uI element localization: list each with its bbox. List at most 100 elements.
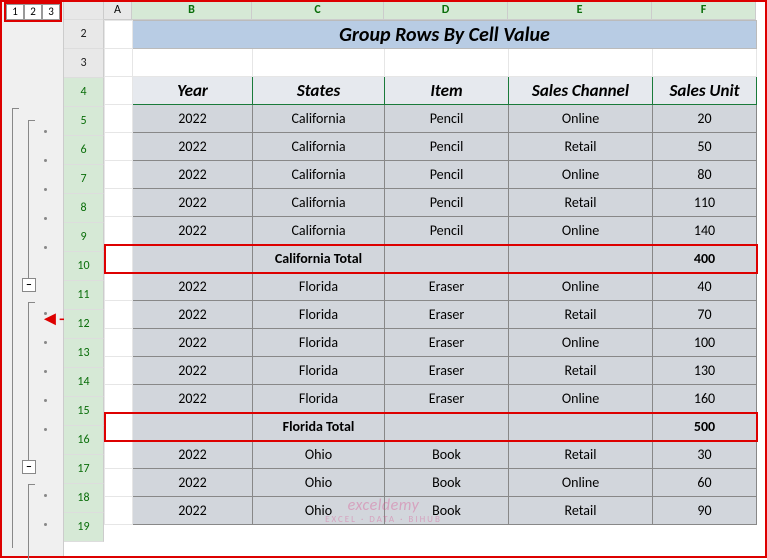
cell-item[interactable]: Eraser bbox=[385, 329, 509, 357]
col-header-B[interactable]: B bbox=[132, 2, 252, 20]
cell-channel[interactable]: Online bbox=[509, 217, 653, 245]
cell-year[interactable]: 2022 bbox=[133, 105, 253, 133]
cell[interactable] bbox=[133, 49, 253, 77]
cell-channel[interactable]: Online bbox=[509, 273, 653, 301]
row-number[interactable]: 5 bbox=[64, 107, 104, 136]
cell[interactable] bbox=[105, 301, 133, 329]
title-cell[interactable]: Group Rows By Cell Value bbox=[133, 21, 757, 49]
cell[interactable] bbox=[385, 49, 509, 77]
cell[interactable] bbox=[105, 413, 133, 441]
cell-item[interactable]: Eraser bbox=[385, 357, 509, 385]
cell[interactable] bbox=[105, 133, 133, 161]
outline-level-3[interactable]: 3 bbox=[42, 4, 60, 20]
cell-unit[interactable]: 160 bbox=[653, 385, 757, 413]
cell-channel[interactable]: Online bbox=[509, 469, 653, 497]
cell-state[interactable]: Ohio bbox=[253, 441, 385, 469]
row-number[interactable]: 10 bbox=[64, 252, 104, 281]
cell[interactable] bbox=[105, 217, 133, 245]
cell-unit[interactable]: 70 bbox=[653, 301, 757, 329]
outline-level-1[interactable]: 1 bbox=[6, 4, 24, 20]
cell-year[interactable]: 2022 bbox=[133, 441, 253, 469]
row-number[interactable]: 8 bbox=[64, 194, 104, 223]
cell[interactable] bbox=[105, 245, 133, 273]
row-number[interactable]: 19 bbox=[64, 513, 104, 542]
cell-item[interactable]: Eraser bbox=[385, 385, 509, 413]
row-number[interactable]: 14 bbox=[64, 368, 104, 397]
cell[interactable] bbox=[133, 245, 253, 273]
cell-channel[interactable]: Online bbox=[509, 385, 653, 413]
cell[interactable] bbox=[105, 77, 133, 105]
cell-unit[interactable]: 30 bbox=[653, 441, 757, 469]
header-unit[interactable]: Sales Unit bbox=[653, 77, 757, 105]
cell-state[interactable]: Florida bbox=[253, 385, 385, 413]
cell-year[interactable]: 2022 bbox=[133, 189, 253, 217]
cell[interactable] bbox=[509, 245, 653, 273]
cell-channel[interactable]: Online bbox=[509, 105, 653, 133]
cell-state[interactable]: Florida bbox=[253, 357, 385, 385]
cell[interactable] bbox=[105, 329, 133, 357]
cell-item[interactable]: Pencil bbox=[385, 105, 509, 133]
row-number[interactable]: 2 bbox=[64, 20, 104, 49]
cell-state[interactable]: Florida bbox=[253, 273, 385, 301]
cell-channel[interactable]: Retail bbox=[509, 301, 653, 329]
cell-unit[interactable]: 80 bbox=[653, 161, 757, 189]
cell-year[interactable]: 2022 bbox=[133, 329, 253, 357]
collapse-btn-group2[interactable]: − bbox=[22, 460, 36, 474]
col-header-F[interactable]: F bbox=[652, 2, 756, 20]
cell-channel[interactable]: Retail bbox=[509, 441, 653, 469]
cell[interactable] bbox=[385, 413, 509, 441]
cell-state[interactable]: California bbox=[253, 133, 385, 161]
header-item[interactable]: Item bbox=[385, 77, 509, 105]
cell[interactable] bbox=[105, 497, 133, 525]
total-unit[interactable]: 400 bbox=[653, 245, 757, 273]
cell-channel[interactable]: Retail bbox=[509, 133, 653, 161]
cell[interactable] bbox=[509, 413, 653, 441]
cell-unit[interactable]: 40 bbox=[653, 273, 757, 301]
cell-state[interactable]: Ohio bbox=[253, 469, 385, 497]
cell-year[interactable]: 2022 bbox=[133, 133, 253, 161]
cell-unit[interactable]: 20 bbox=[653, 105, 757, 133]
outline-level-2[interactable]: 2 bbox=[24, 4, 42, 20]
cell[interactable] bbox=[653, 49, 757, 77]
cell-channel[interactable]: Retail bbox=[509, 357, 653, 385]
cell-item[interactable]: Eraser bbox=[385, 301, 509, 329]
cell-year[interactable]: 2022 bbox=[133, 273, 253, 301]
cell-unit[interactable]: 130 bbox=[653, 357, 757, 385]
cell-state[interactable]: California bbox=[253, 189, 385, 217]
cell[interactable] bbox=[105, 49, 133, 77]
cell[interactable] bbox=[253, 49, 385, 77]
cell[interactable] bbox=[385, 245, 509, 273]
cell[interactable] bbox=[105, 385, 133, 413]
cell[interactable] bbox=[105, 469, 133, 497]
cell-item[interactable]: Pencil bbox=[385, 161, 509, 189]
cell[interactable] bbox=[105, 357, 133, 385]
cell-year[interactable]: 2022 bbox=[133, 497, 253, 525]
cell[interactable] bbox=[105, 161, 133, 189]
cell[interactable] bbox=[105, 273, 133, 301]
cell-item[interactable]: Pencil bbox=[385, 217, 509, 245]
cell-state[interactable]: Florida bbox=[253, 301, 385, 329]
cell-channel[interactable]: Retail bbox=[509, 497, 653, 525]
cell[interactable] bbox=[105, 441, 133, 469]
row-number[interactable]: 12 bbox=[64, 310, 104, 339]
cell-channel[interactable]: Retail bbox=[509, 189, 653, 217]
header-channel[interactable]: Sales Channel bbox=[509, 77, 653, 105]
cell[interactable] bbox=[509, 49, 653, 77]
cell-unit[interactable]: 90 bbox=[653, 497, 757, 525]
col-header-C[interactable]: C bbox=[252, 2, 384, 20]
cell-year[interactable]: 2022 bbox=[133, 301, 253, 329]
row-number[interactable]: 18 bbox=[64, 484, 104, 513]
header-states[interactable]: States bbox=[253, 77, 385, 105]
cell-year[interactable]: 2022 bbox=[133, 469, 253, 497]
cell-unit[interactable]: 60 bbox=[653, 469, 757, 497]
cell-unit[interactable]: 100 bbox=[653, 329, 757, 357]
cell-unit[interactable]: 110 bbox=[653, 189, 757, 217]
row-number[interactable]: 6 bbox=[64, 136, 104, 165]
cell-state[interactable]: Florida bbox=[253, 329, 385, 357]
cell-year[interactable]: 2022 bbox=[133, 357, 253, 385]
col-header-A[interactable]: A bbox=[104, 2, 132, 20]
row-number[interactable]: 7 bbox=[64, 165, 104, 194]
cell-item[interactable]: Eraser bbox=[385, 273, 509, 301]
cell-state[interactable]: California bbox=[253, 161, 385, 189]
cell-state[interactable]: California bbox=[253, 217, 385, 245]
